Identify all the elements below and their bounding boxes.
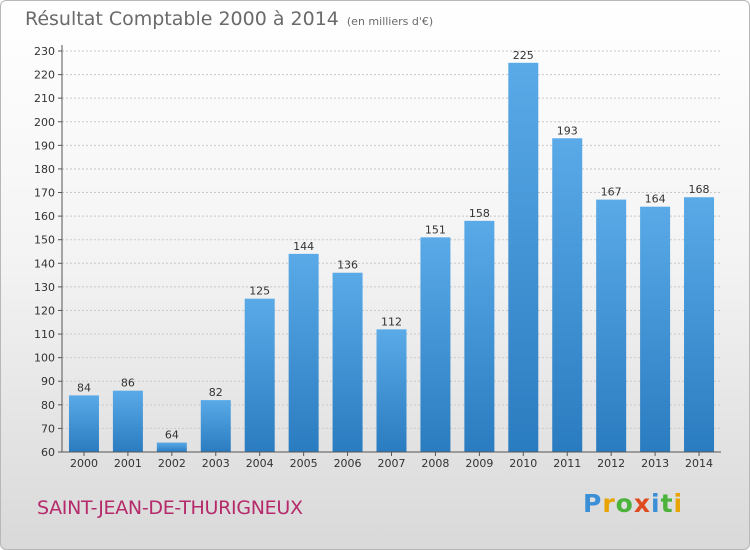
logo-letter: t	[660, 489, 674, 518]
bar-value-label: 168	[689, 183, 710, 196]
bar-value-label: 164	[645, 193, 666, 206]
x-tick-label: 2013	[641, 457, 669, 470]
x-tick-label: 2010	[509, 457, 537, 470]
x-tick-label: 2005	[290, 457, 318, 470]
bar-value-label: 225	[513, 49, 534, 62]
y-tick-label: 230	[34, 45, 55, 58]
proxiti-logo: Proxiti	[583, 489, 683, 518]
y-tick-label: 210	[34, 92, 55, 105]
bar-2001	[112, 390, 143, 452]
y-tick-label: 80	[41, 399, 55, 412]
bar-value-label: 84	[77, 381, 91, 394]
x-tick-label: 2002	[158, 457, 186, 470]
x-tick-label: 2007	[378, 457, 406, 470]
chart-title: Résultat Comptable 2000 à 2014 (en millie…	[25, 8, 433, 30]
bar-value-label: 193	[557, 124, 578, 137]
y-tick-label: 60	[41, 446, 55, 459]
bar-2002	[156, 442, 187, 452]
bar-2008	[420, 237, 451, 452]
logo-letter: P	[583, 489, 603, 518]
y-tick-label: 100	[34, 352, 55, 365]
y-tick-label: 150	[34, 234, 55, 247]
x-tick-label: 2006	[334, 457, 362, 470]
commune-name: SAINT-JEAN-DE-THURIGNEUX	[37, 497, 303, 519]
bar-value-label: 82	[209, 386, 223, 399]
bar-value-label: 112	[381, 315, 402, 328]
y-tick-label: 170	[34, 187, 55, 200]
bar-2006	[332, 272, 363, 452]
bar-value-label: 64	[165, 429, 179, 442]
bar-value-label: 125	[249, 285, 270, 298]
logo-letter: x	[633, 489, 651, 518]
x-tick-label: 2004	[246, 457, 274, 470]
x-tick-label: 2014	[685, 457, 713, 470]
logo-letter: o	[615, 489, 634, 518]
chart-subtitle: (en milliers d'€)	[346, 15, 434, 28]
bar-value-label: 86	[121, 377, 135, 390]
y-tick-label: 90	[41, 375, 55, 388]
x-tick-label: 2003	[202, 457, 230, 470]
logo-letter: i	[673, 489, 684, 518]
y-tick-label: 200	[34, 116, 55, 129]
bar-2010	[508, 62, 539, 452]
bar-value-label: 136	[337, 259, 358, 272]
bar-value-label: 144	[293, 240, 314, 253]
logo-letter: i	[651, 489, 661, 518]
bar-2007	[376, 329, 407, 452]
bar-2009	[464, 220, 495, 452]
bar-2005	[288, 253, 319, 452]
bar-2003	[200, 400, 231, 452]
bar-2014	[684, 197, 715, 452]
bar-value-label: 151	[425, 223, 446, 236]
y-tick-label: 120	[34, 304, 55, 317]
bar-value-label: 167	[601, 186, 622, 199]
x-tick-label: 2000	[70, 457, 98, 470]
bar-2013	[640, 206, 671, 452]
x-tick-label: 2012	[597, 457, 625, 470]
y-tick-label: 180	[34, 163, 55, 176]
bar-2000	[68, 395, 99, 452]
y-tick-label: 130	[34, 281, 55, 294]
bar-2004	[244, 298, 275, 452]
bar-2012	[596, 199, 627, 452]
y-tick-label: 190	[34, 139, 55, 152]
y-tick-label: 220	[34, 69, 55, 82]
bar-value-label: 158	[469, 207, 490, 220]
y-tick-label: 160	[34, 210, 55, 223]
x-tick-label: 2001	[114, 457, 142, 470]
y-tick-label: 70	[41, 422, 55, 435]
chart-title-main: Résultat Comptable 2000 à 2014	[25, 8, 339, 30]
y-tick-label: 110	[34, 328, 55, 341]
x-tick-label: 2008	[421, 457, 449, 470]
bar-2011	[552, 138, 583, 452]
x-tick-label: 2011	[553, 457, 581, 470]
x-tick-label: 2009	[465, 457, 493, 470]
y-tick-label: 140	[34, 257, 55, 270]
logo-letter: r	[602, 489, 616, 518]
